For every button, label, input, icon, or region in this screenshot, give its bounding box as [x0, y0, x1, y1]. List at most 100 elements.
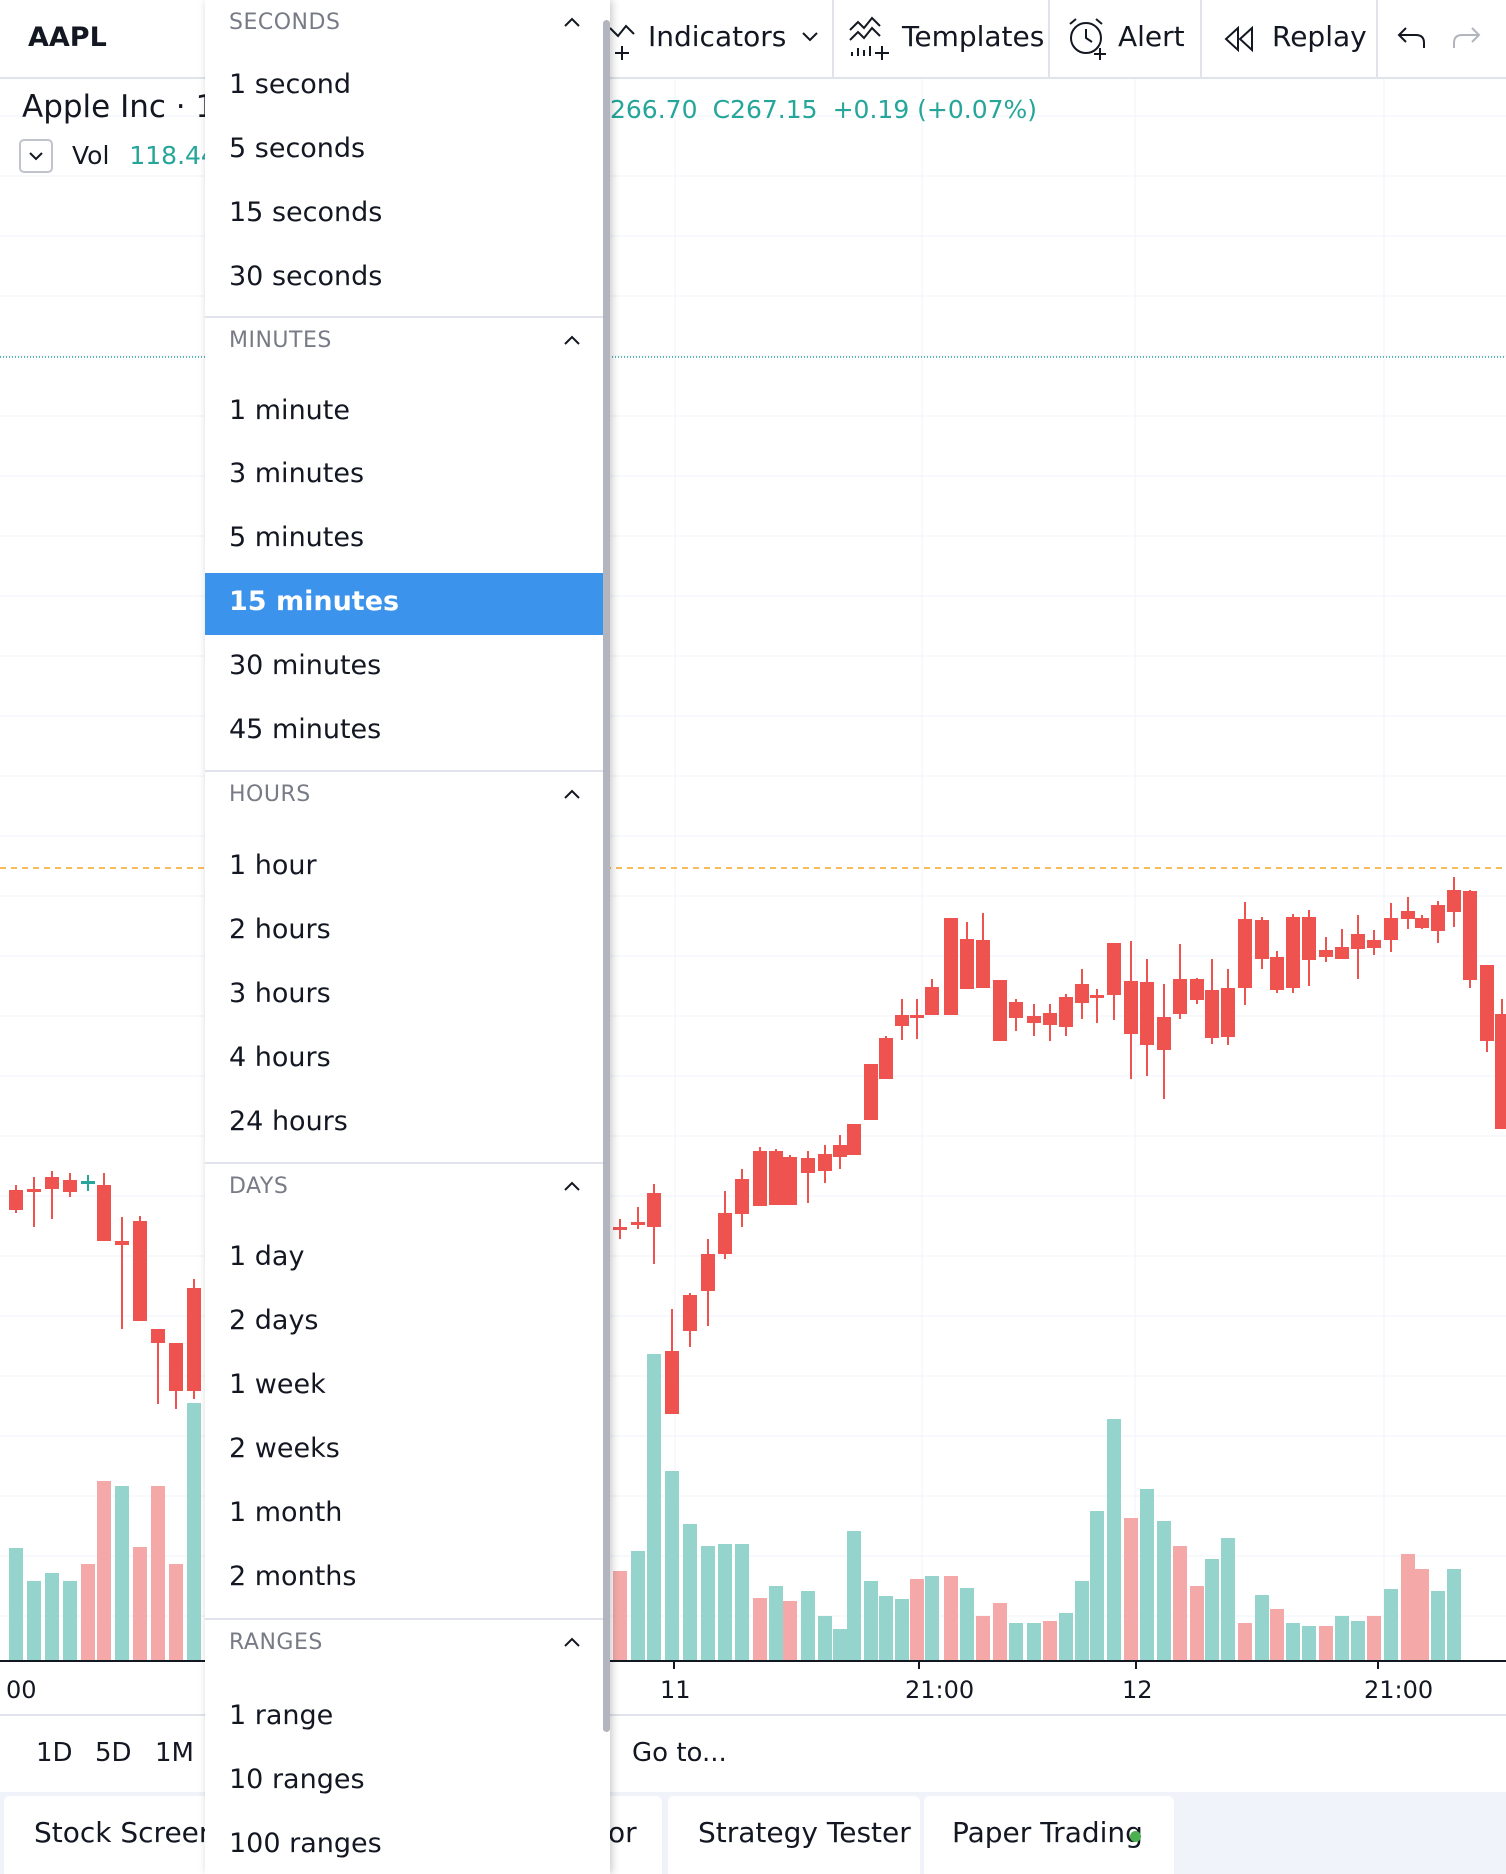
range-button-5d[interactable]: 5D [95, 1738, 132, 1768]
volume-bar [1415, 1569, 1429, 1661]
candle-body [115, 1241, 129, 1245]
interval-option[interactable]: 1 month [205, 1484, 603, 1546]
symbol-name[interactable]: AAPL [28, 22, 107, 53]
volume-bar [847, 1531, 861, 1661]
volume-label: Vol [72, 141, 110, 170]
candle-body [1043, 1013, 1057, 1025]
dropdown-section-divider [205, 1162, 603, 1164]
chevron-up-icon[interactable] [561, 784, 583, 806]
interval-option[interactable]: 45 minutes [205, 701, 603, 763]
candlestick-chart[interactable]: 00 11 21:00 12 21:00 [0, 79, 1506, 1714]
volume-bar [115, 1486, 129, 1661]
candle-body [1059, 997, 1073, 1027]
candle-body [960, 939, 974, 989]
candle-body [683, 1295, 697, 1331]
interval-option[interactable]: 5 minutes [205, 509, 603, 571]
alert-button[interactable]: Alert [1118, 20, 1185, 53]
interval-option[interactable]: 2 days [205, 1292, 603, 1354]
replay-button[interactable]: Replay [1272, 20, 1367, 53]
chevron-up-icon[interactable] [561, 12, 583, 34]
volume-bar [735, 1544, 749, 1661]
tab-stock-screener[interactable]: Stock Screene [4, 1796, 244, 1874]
chevron-up-icon[interactable] [561, 1632, 583, 1654]
interval-option[interactable]: 100 ranges [205, 1815, 603, 1874]
volume-bar [1043, 1621, 1057, 1661]
interval-option-label: 1 day [229, 1241, 305, 1272]
interval-option[interactable]: 3 minutes [205, 445, 603, 507]
chevron-up-icon[interactable] [561, 1176, 583, 1198]
volume-bar [1270, 1609, 1284, 1661]
interval-option[interactable]: 3 hours [205, 965, 603, 1027]
legend-title: Apple Inc [22, 89, 166, 125]
dropdown-section-divider [205, 316, 603, 318]
volume-bar [1431, 1591, 1445, 1661]
time-axis-label: 21:00 [905, 1676, 974, 1704]
interval-option-label: 5 minutes [229, 522, 365, 553]
candle-body [976, 940, 990, 988]
dropdown-section-header[interactable]: SECONDS [205, 0, 603, 58]
interval-option-label: 15 minutes [229, 586, 400, 617]
interval-option[interactable]: 15 seconds [205, 184, 603, 246]
dropdown-section-header[interactable]: RANGES [205, 1616, 603, 1678]
interval-option[interactable]: 30 seconds [205, 248, 603, 310]
volume-bar [1075, 1581, 1089, 1661]
volume-bar [833, 1629, 847, 1661]
interval-option[interactable]: 1 hour [205, 837, 603, 899]
dropdown-section-header[interactable]: MINUTES [205, 314, 603, 376]
chevron-down-icon[interactable] [800, 30, 820, 44]
legend-volume: Vol 118.44 [72, 141, 217, 170]
volume-bar [1447, 1569, 1461, 1661]
volume-value: 118.44 [129, 141, 217, 170]
volume-bar [976, 1616, 990, 1661]
tab-strategy-tester[interactable]: Strategy Tester [668, 1796, 920, 1874]
interval-option[interactable]: 1 minute [205, 382, 603, 444]
interval-option[interactable]: 2 hours [205, 901, 603, 963]
interval-option[interactable]: 2 months [205, 1548, 603, 1610]
templates-button[interactable]: Templates [902, 20, 1045, 53]
candle-body [1157, 1017, 1171, 1050]
candle-body [1447, 890, 1461, 912]
interval-option[interactable]: 5 seconds [205, 120, 603, 182]
range-button-1d[interactable]: 1D [36, 1738, 73, 1768]
interval-option[interactable]: 10 ranges [205, 1751, 603, 1813]
section-title: HOURS [229, 782, 311, 807]
redo-icon[interactable] [1450, 24, 1482, 52]
interval-option[interactable]: 1 range [205, 1687, 603, 1749]
tab-label: Paper Trading [952, 1816, 1143, 1849]
section-title: SECONDS [229, 10, 341, 35]
volume-bar [960, 1588, 974, 1661]
interval-option[interactable]: 1 week [205, 1356, 603, 1418]
interval-option[interactable]: 24 hours [205, 1093, 603, 1155]
legend-collapse-button[interactable] [19, 139, 53, 173]
volume-bar [1384, 1589, 1398, 1661]
interval-option[interactable]: 1 day [205, 1228, 603, 1290]
tab-paper-trading[interactable]: Paper Trading [924, 1796, 1174, 1874]
candle-body [1319, 950, 1333, 957]
dropdown-scrollbar[interactable] [603, 20, 610, 1732]
candle-body [613, 1227, 627, 1230]
candle-body [665, 1351, 679, 1414]
indicators-button[interactable]: Indicators [648, 20, 787, 53]
candle-body [993, 980, 1007, 1041]
candle-body [1107, 943, 1121, 995]
interval-option-label: 1 hour [229, 850, 317, 881]
dropdown-section-header[interactable]: DAYS [205, 1160, 603, 1222]
interval-option[interactable]: 2 weeks [205, 1420, 603, 1482]
goto-button[interactable]: Go to... [632, 1738, 727, 1768]
volume-bar [1173, 1546, 1187, 1661]
interval-dropdown-menu[interactable]: SECONDS 1 second 5 seconds 15 seconds 30 sec… [205, 0, 610, 1874]
interval-option[interactable]: 15 minutes [205, 573, 603, 635]
range-button-1m[interactable]: 1M [155, 1738, 194, 1768]
candle-body [1302, 917, 1316, 960]
chart-pane[interactable]: 00 11 21:00 12 21:00 Apple Inc · 15 266.70 C… [0, 79, 1506, 1714]
undo-icon[interactable] [1396, 24, 1428, 52]
interval-option[interactable]: 4 hours [205, 1029, 603, 1091]
volume-bar [27, 1581, 41, 1661]
volume-bar [1238, 1623, 1252, 1661]
candle-body [718, 1213, 732, 1254]
interval-option-label: 3 hours [229, 978, 331, 1009]
interval-option[interactable]: 1 second [205, 56, 603, 118]
dropdown-section-header[interactable]: HOURS [205, 768, 603, 830]
chevron-up-icon[interactable] [561, 330, 583, 352]
interval-option[interactable]: 30 minutes [205, 637, 603, 699]
